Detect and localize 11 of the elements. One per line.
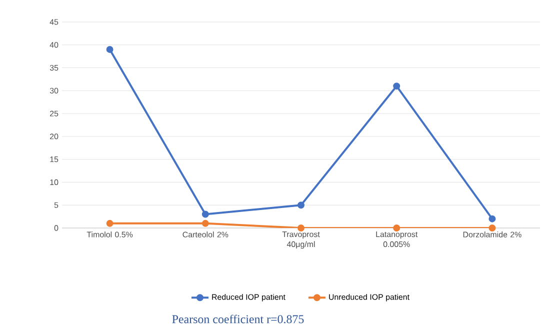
- point: [202, 220, 209, 227]
- point: [393, 82, 400, 90]
- point: [393, 224, 400, 232]
- text: Pearson coefficient r=0.875: [172, 314, 304, 324]
- point: [488, 224, 496, 232]
- point: [106, 46, 114, 53]
- point: [488, 215, 496, 222]
- point: [106, 220, 114, 227]
- point: [202, 210, 209, 218]
- point: [298, 224, 304, 232]
- point: [298, 202, 304, 209]
